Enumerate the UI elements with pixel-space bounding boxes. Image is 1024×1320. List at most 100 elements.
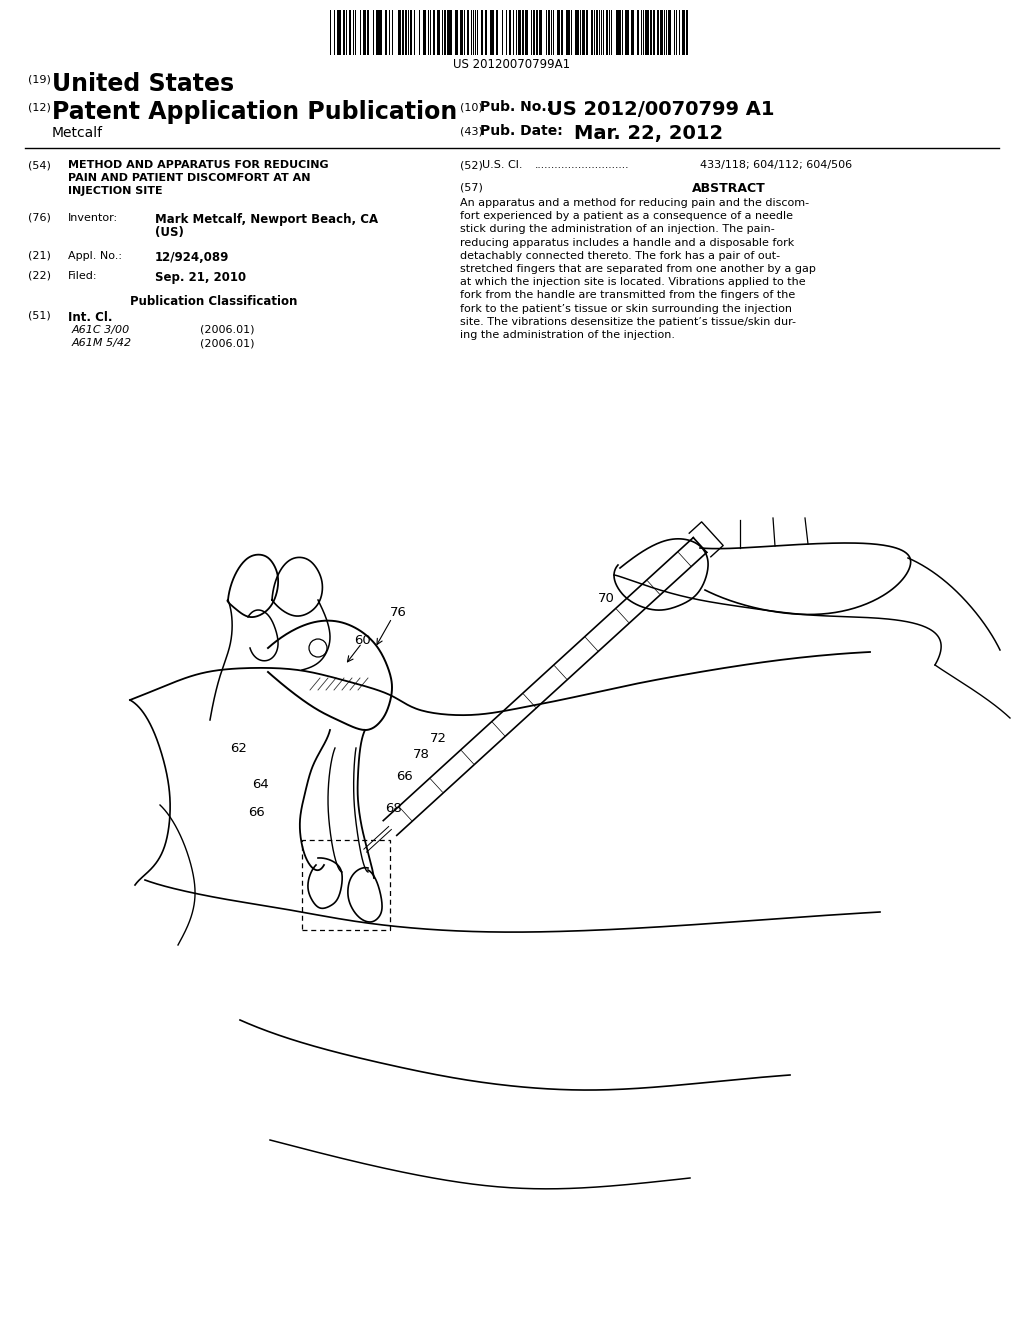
Text: (57): (57) (460, 182, 483, 191)
Text: United States: United States (52, 73, 234, 96)
Text: Int. Cl.: Int. Cl. (68, 312, 113, 323)
Text: Mar. 22, 2012: Mar. 22, 2012 (574, 124, 723, 143)
Text: 72: 72 (430, 731, 447, 744)
Bar (444, 11, 445, 55)
Bar (398, 11, 401, 55)
Text: ............................: ............................ (535, 160, 630, 170)
Bar (561, 11, 563, 55)
Bar (557, 11, 560, 55)
Bar (518, 11, 521, 55)
Bar (565, 11, 570, 55)
Bar (362, 11, 367, 55)
Bar (467, 11, 469, 55)
Bar (480, 11, 483, 55)
Bar (337, 11, 341, 55)
Bar (402, 11, 403, 55)
Text: A61C 3/00: A61C 3/00 (72, 325, 130, 335)
Bar (446, 11, 452, 55)
Text: 76: 76 (390, 606, 407, 619)
Bar (368, 11, 370, 55)
Text: (2006.01): (2006.01) (200, 325, 255, 335)
Text: reducing apparatus includes a handle and a disposable fork: reducing apparatus includes a handle and… (460, 238, 795, 248)
Bar (610, 11, 612, 55)
Text: Pub. Date:: Pub. Date: (480, 124, 563, 139)
Bar (626, 11, 629, 55)
Text: (2006.01): (2006.01) (200, 338, 255, 348)
Bar (485, 11, 487, 55)
Bar (343, 11, 345, 55)
Bar (660, 11, 663, 55)
Bar (591, 11, 593, 55)
Bar (424, 11, 426, 55)
Bar (521, 11, 523, 55)
Bar (650, 11, 651, 55)
Bar (616, 11, 621, 55)
Bar (536, 11, 538, 55)
Text: US 20120070799A1: US 20120070799A1 (454, 58, 570, 71)
Bar (583, 11, 586, 55)
Text: Filed:: Filed: (68, 271, 97, 281)
Text: (52): (52) (460, 160, 483, 170)
Bar (460, 11, 463, 55)
Text: 12/924,089: 12/924,089 (155, 251, 229, 264)
Bar (606, 11, 607, 55)
Text: stretched fingers that are separated from one another by a gap: stretched fingers that are separated fro… (460, 264, 816, 275)
Bar (637, 11, 639, 55)
Text: Patent Application Publication: Patent Application Publication (52, 100, 458, 124)
Bar (408, 11, 410, 55)
Bar (540, 11, 543, 55)
Text: (12): (12) (28, 102, 51, 112)
Text: (54): (54) (28, 160, 51, 170)
Text: at which the injection site is located. Vibrations applied to the: at which the injection site is located. … (460, 277, 806, 288)
Text: PAIN AND PATIENT DISCOMFORT AT AN: PAIN AND PATIENT DISCOMFORT AT AN (68, 173, 310, 183)
Bar (686, 11, 688, 55)
Text: (10): (10) (460, 102, 482, 112)
Text: 70: 70 (598, 591, 614, 605)
Text: (21): (21) (28, 251, 51, 261)
Bar (496, 11, 499, 55)
Text: (51): (51) (28, 312, 51, 321)
Bar (509, 11, 511, 55)
Text: stick during the administration of an injection. The pain-: stick during the administration of an in… (460, 224, 775, 235)
Text: Sep. 21, 2010: Sep. 21, 2010 (155, 271, 246, 284)
Bar (436, 11, 440, 55)
Bar (376, 11, 380, 55)
Text: 433/118; 604/112; 604/506: 433/118; 604/112; 604/506 (700, 160, 852, 170)
Text: US 2012/0070799 A1: US 2012/0070799 A1 (547, 100, 774, 119)
Text: INJECTION SITE: INJECTION SITE (68, 186, 163, 195)
Text: fort experienced by a patient as a consequence of a needle: fort experienced by a patient as a conse… (460, 211, 793, 222)
Text: Pub. No.:: Pub. No.: (480, 100, 552, 114)
Bar (381, 11, 382, 55)
Bar (682, 11, 685, 55)
Bar (411, 11, 413, 55)
Text: fork from the handle are transmitted from the fingers of the: fork from the handle are transmitted fro… (460, 290, 796, 301)
Text: 66: 66 (248, 805, 265, 818)
Bar (596, 11, 598, 55)
Text: 68: 68 (385, 801, 401, 814)
Text: 66: 66 (396, 770, 413, 783)
Text: 60: 60 (354, 634, 371, 647)
Text: site. The vibrations desensitize the patient’s tissue/skin dur-: site. The vibrations desensitize the pat… (460, 317, 796, 327)
Text: An apparatus and a method for reducing pain and the discom-: An apparatus and a method for reducing p… (460, 198, 809, 209)
Bar (548, 11, 550, 55)
Text: Appl. No.:: Appl. No.: (68, 251, 122, 261)
Bar (575, 11, 579, 55)
Text: Metcalf: Metcalf (52, 125, 103, 140)
Bar (532, 11, 535, 55)
Text: (22): (22) (28, 271, 51, 281)
Text: 62: 62 (230, 742, 247, 755)
Bar (631, 11, 634, 55)
Text: Publication Classification: Publication Classification (130, 294, 297, 308)
Bar (404, 11, 407, 55)
Bar (349, 11, 350, 55)
Bar (668, 11, 672, 55)
Text: Mark Metcalf, Newport Beach, CA: Mark Metcalf, Newport Beach, CA (155, 213, 378, 226)
Text: (US): (US) (155, 226, 184, 239)
Text: ing the administration of the injection.: ing the administration of the injection. (460, 330, 675, 341)
Text: detachably connected thereto. The fork has a pair of out-: detachably connected thereto. The fork h… (460, 251, 780, 261)
Text: 64: 64 (252, 779, 268, 792)
Bar (489, 11, 494, 55)
Text: 78: 78 (413, 747, 430, 760)
Text: fork to the patient’s tissue or skin surrounding the injection: fork to the patient’s tissue or skin sur… (460, 304, 792, 314)
Bar (586, 11, 588, 55)
